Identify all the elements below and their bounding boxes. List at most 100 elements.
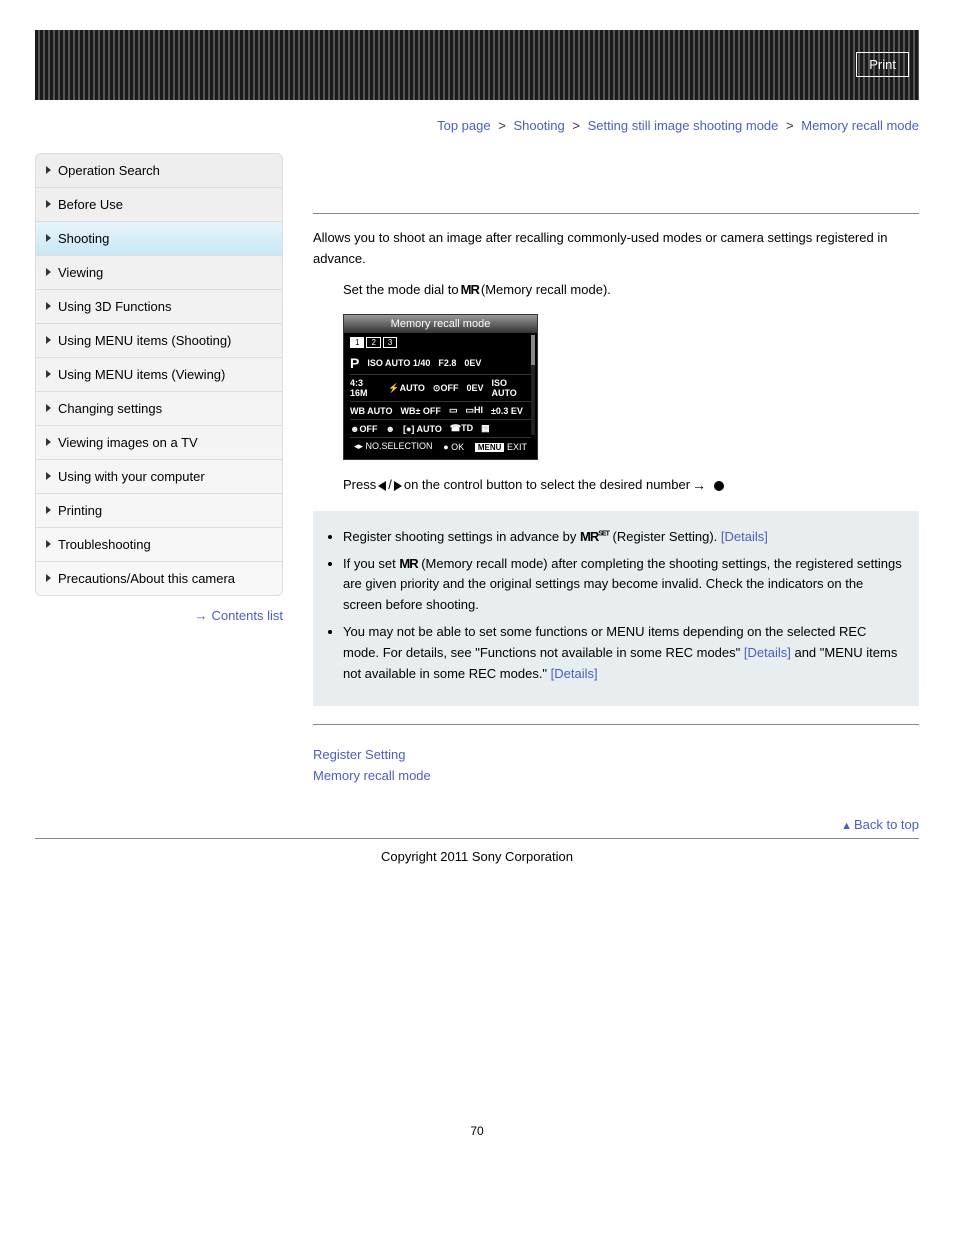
sidebar: Operation Search Before Use Shooting Vie… (35, 153, 283, 596)
lcd-cell: ▦ (481, 423, 490, 434)
note-text: If you set (343, 556, 399, 571)
sidebar-label: Using MENU items (Viewing) (58, 367, 225, 382)
lcd-footer-ok: ● OK (443, 442, 464, 452)
sidebar-label: Viewing (58, 265, 103, 280)
sidebar-item-3d[interactable]: Using 3D Functions (36, 290, 282, 324)
step2-text-c: on the control button to select the desi… (404, 475, 690, 496)
lcd-cell: 0EV (466, 383, 483, 393)
arrow-right-icon: → (194, 608, 207, 623)
lcd-row-1: P ISO AUTO 1/40 F2.8 0EV (350, 352, 531, 375)
print-button[interactable]: Print (856, 52, 909, 77)
footer-divider (35, 838, 919, 839)
sidebar-label: Shooting (58, 231, 109, 246)
intro-text: Allows you to shoot an image after recal… (313, 228, 919, 270)
sidebar-item-changing-settings[interactable]: Changing settings (36, 392, 282, 426)
lcd-cell: [●] AUTO (403, 424, 442, 434)
caret-icon (46, 200, 51, 208)
note-text: (Register Setting). (613, 529, 721, 544)
lcd-row-2: 4:3 16M ⚡AUTO ⊙OFF 0EV ISO AUTO (350, 375, 531, 402)
breadcrumb-top[interactable]: Top page (437, 118, 491, 133)
sidebar-label: Troubleshooting (58, 537, 151, 552)
up-triangle-icon: ▲ (841, 820, 852, 832)
lcd-cell: ☻ (385, 424, 394, 434)
lcd-cell: 4:3 16M (350, 378, 380, 398)
header-band: Print (35, 30, 919, 100)
lcd-cell: ☻OFF (350, 424, 377, 434)
sidebar-label: Using MENU items (Shooting) (58, 333, 231, 348)
step-2: Press / on the control button to select … (343, 474, 919, 496)
note-text: (Memory recall mode) after completing th… (343, 556, 902, 613)
note-item-3: You may not be able to set some function… (343, 622, 903, 684)
breadcrumb-setting[interactable]: Setting still image shooting mode (588, 118, 779, 133)
lcd-cell: ISO AUTO (491, 378, 531, 398)
lcd-cell: ▭HI (465, 405, 483, 416)
step1-text-b: (Memory recall mode). (481, 280, 611, 301)
sidebar-label: Printing (58, 503, 102, 518)
sidebar-label: Using with your computer (58, 469, 205, 484)
caret-icon (46, 574, 51, 582)
lcd-cell: ⚡AUTO (388, 383, 425, 394)
caret-icon (46, 268, 51, 276)
triangle-right-icon (394, 481, 402, 491)
sidebar-label: Before Use (58, 197, 123, 212)
back-to-top-link[interactable]: Back to top (854, 817, 919, 832)
lcd-cell: ☎TD (450, 423, 473, 434)
caret-icon (46, 166, 51, 174)
breadcrumb: Top page > Shooting > Setting still imag… (35, 118, 919, 133)
sidebar-item-precautions[interactable]: Precautions/About this camera (36, 562, 282, 595)
lcd-row-4: ☻OFF ☻ [●] AUTO ☎TD ▦ (350, 420, 531, 438)
sidebar-item-printing[interactable]: Printing (36, 494, 282, 528)
sidebar-item-before-use[interactable]: Before Use (36, 188, 282, 222)
sidebar-item-menu-viewing[interactable]: Using MENU items (Viewing) (36, 358, 282, 392)
mr-set-icon: MRSET (580, 527, 609, 548)
note-text: Register shooting settings in advance by (343, 529, 580, 544)
lcd-tab-2: 2 (366, 337, 380, 348)
lcd-cell: ▭ (449, 405, 458, 416)
sidebar-item-viewing[interactable]: Viewing (36, 256, 282, 290)
lcd-cell: ⊙OFF (433, 383, 459, 394)
lcd-footer: ◂▸ NO.SELECTION ● OK MENU EXIT (350, 438, 531, 455)
caret-icon (46, 234, 51, 242)
mr-icon: MR (461, 280, 479, 301)
lcd-footer-left: ◂▸ NO.SELECTION (354, 441, 433, 452)
sidebar-item-operation-search[interactable]: Operation Search (36, 154, 282, 188)
lcd-cell: ISO AUTO 1/40 (367, 358, 430, 368)
caret-icon (46, 506, 51, 514)
dot-icon (714, 481, 724, 491)
contents-list-link[interactable]: Contents list (211, 608, 283, 623)
sidebar-item-tv[interactable]: Viewing images on a TV (36, 426, 282, 460)
step-1: Set the mode dial to MR (Memory recall m… (343, 280, 919, 301)
breadcrumb-shooting[interactable]: Shooting (513, 118, 564, 133)
contents-list-row: → Contents list (35, 608, 283, 623)
caret-icon (46, 472, 51, 480)
caret-icon (46, 438, 51, 446)
sidebar-item-shooting[interactable]: Shooting (36, 222, 282, 256)
details-link[interactable]: [Details] (721, 529, 768, 544)
triangle-left-icon (378, 481, 386, 491)
note-item-1: Register shooting settings in advance by… (343, 527, 903, 548)
related-memory-recall[interactable]: Memory recall mode (313, 766, 919, 787)
sidebar-item-troubleshooting[interactable]: Troubleshooting (36, 528, 282, 562)
details-link[interactable]: [Details] (744, 645, 791, 660)
step2-text-a: Press (343, 475, 376, 496)
arrow-right-icon: → (692, 474, 706, 496)
caret-icon (46, 370, 51, 378)
step2-text-b: / (388, 475, 392, 496)
caret-icon (46, 302, 51, 310)
sidebar-label: Changing settings (58, 401, 162, 416)
copyright: Copyright 2011 Sony Corporation (35, 849, 919, 864)
layout: Operation Search Before Use Shooting Vie… (35, 153, 919, 832)
note-item-2: If you set MR (Memory recall mode) after… (343, 554, 903, 616)
lcd-tab-1: 1 (350, 337, 364, 348)
lcd-body: 1 2 3 P ISO AUTO 1/40 F2.8 0EV 4:3 16M ⚡… (344, 333, 537, 459)
sidebar-item-computer[interactable]: Using with your computer (36, 460, 282, 494)
related-register-setting[interactable]: Register Setting (313, 745, 919, 766)
lcd-cell: ±0.3 EV (491, 406, 523, 416)
breadcrumb-current[interactable]: Memory recall mode (801, 118, 919, 133)
sidebar-wrap: Operation Search Before Use Shooting Vie… (35, 153, 283, 623)
lcd-title: Memory recall mode (344, 315, 537, 333)
lcd-tabs: 1 2 3 (350, 337, 531, 348)
caret-icon (46, 336, 51, 344)
sidebar-item-menu-shooting[interactable]: Using MENU items (Shooting) (36, 324, 282, 358)
details-link[interactable]: [Details] (551, 666, 598, 681)
